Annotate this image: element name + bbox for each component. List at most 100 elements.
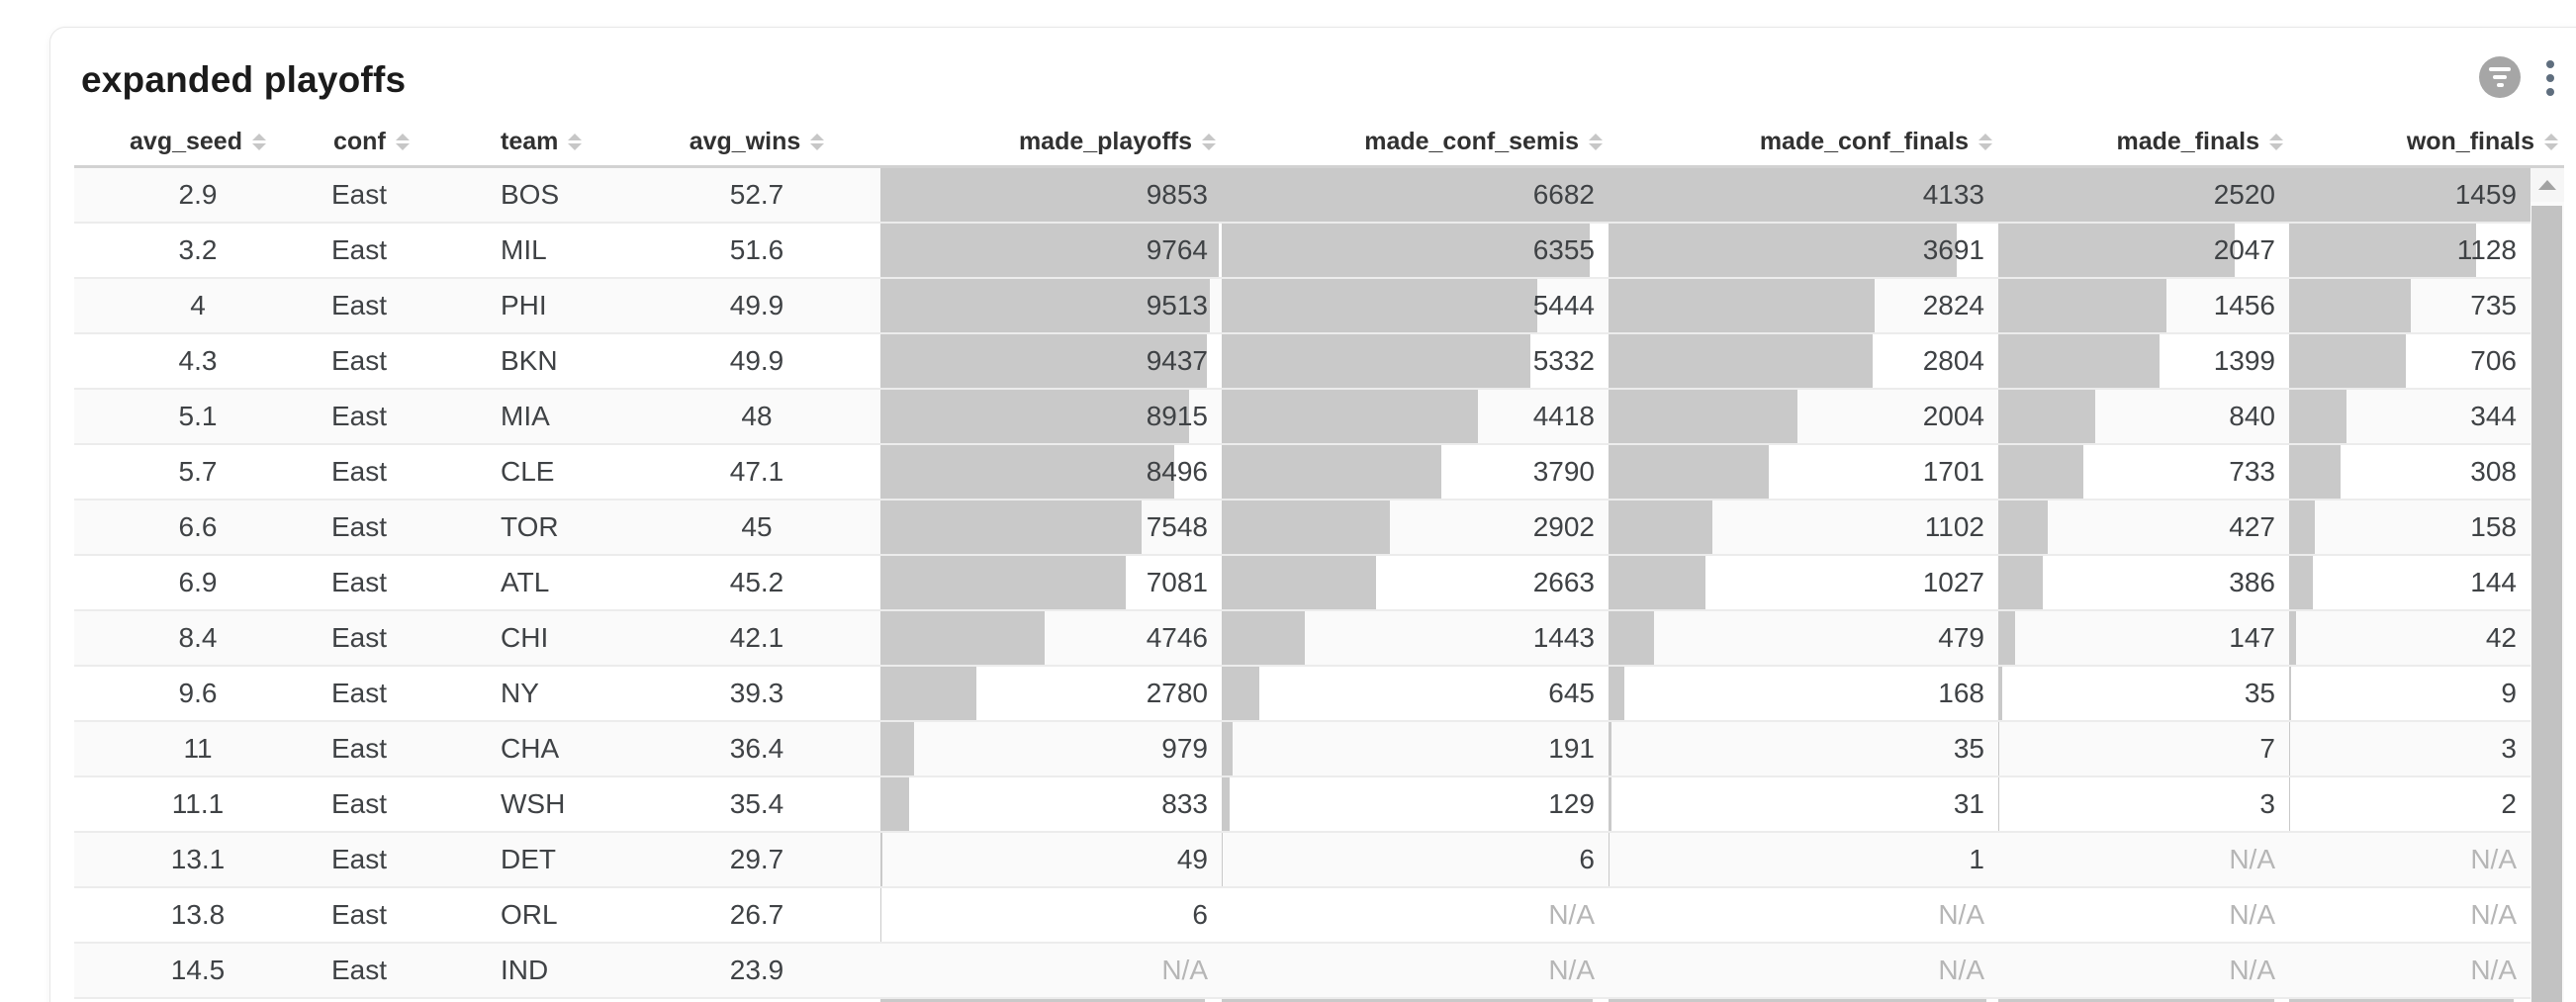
table-cell-made_conf_semis: 645 bbox=[1222, 667, 1609, 720]
column-header-label: made_conf_semis bbox=[1364, 128, 1579, 155]
kebab-dot-icon bbox=[2546, 88, 2554, 96]
cell-value: 49.9 bbox=[729, 290, 784, 320]
cell-value: 168 bbox=[1938, 678, 1984, 708]
vertical-scrollbar bbox=[2530, 168, 2564, 1002]
cell-value: 5444 bbox=[1532, 290, 1595, 320]
table-cell-made_conf_semis: 2902 bbox=[1222, 501, 1609, 554]
table-cell-made_finals: 2047 bbox=[1998, 224, 2289, 277]
cell-value: BOS bbox=[501, 179, 560, 210]
data-bar bbox=[880, 722, 915, 775]
column-header-made_conf_finals[interactable]: made_conf_finals bbox=[1609, 119, 1998, 165]
table-header-row: avg_seed conf team avg_wins made_playoffs mad… bbox=[74, 119, 2564, 168]
column-header-avg_seed[interactable]: avg_seed bbox=[74, 119, 322, 165]
table-cell-made_playoffs: 7081 bbox=[880, 556, 1222, 609]
table-cell-made_finals: 2520 bbox=[1998, 168, 2289, 222]
filter-button[interactable] bbox=[2479, 56, 2521, 98]
table-cell-made_conf_finals: 1102 bbox=[1609, 501, 1998, 554]
column-header-made_finals[interactable]: made_finals bbox=[1998, 119, 2289, 165]
column-header-team[interactable]: team bbox=[485, 119, 633, 165]
table-cell-team: CLE bbox=[485, 445, 633, 499]
data-bar bbox=[880, 445, 1175, 499]
table-cell-team: ORL bbox=[485, 888, 633, 942]
table-cell-team: WSH bbox=[485, 777, 633, 831]
table-cell-made_finals: 147 bbox=[1998, 611, 2289, 665]
cell-value: CHA bbox=[501, 733, 560, 764]
cell-value: 7 bbox=[2259, 733, 2275, 764]
table-cell-made_finals: 840 bbox=[1998, 390, 2289, 443]
cell-value: 49.9 bbox=[729, 345, 784, 376]
column-header-won_finals[interactable]: won_finals bbox=[2289, 119, 2564, 165]
table-cell-made_conf_finals: 2804 bbox=[1609, 334, 1998, 388]
table-cell-avg_wins: 49.9 bbox=[633, 279, 880, 332]
cell-value: BKN bbox=[501, 345, 558, 376]
column-header-label: avg_seed bbox=[130, 128, 242, 155]
table-cell-made_conf_semis: 6355 bbox=[1222, 224, 1609, 277]
more-options-button[interactable] bbox=[2538, 56, 2562, 100]
table-cell-made_playoffs: 6 bbox=[880, 888, 1222, 942]
cell-value: N/A bbox=[2470, 844, 2517, 874]
scrollbar-thumb[interactable] bbox=[2531, 206, 2562, 1002]
sort-icon bbox=[1978, 134, 1992, 150]
column-header-conf[interactable]: conf bbox=[322, 119, 485, 165]
cell-value: WSH bbox=[501, 788, 566, 819]
data-bar bbox=[1222, 611, 1306, 665]
table-cell-conf: East bbox=[322, 777, 485, 831]
data-bar bbox=[2289, 390, 2346, 443]
table-cell-made_conf_semis: 3790 bbox=[1222, 445, 1609, 499]
cell-value: 733 bbox=[2229, 456, 2275, 487]
data-bar bbox=[1998, 168, 2289, 222]
table-cell-made_playoffs: 8915 bbox=[880, 390, 1222, 443]
table-cell-conf: East bbox=[322, 168, 485, 222]
cell-value: East bbox=[331, 234, 388, 265]
table-row: 4 East PHI 49.9 9513 5444 2824 1456 735 bbox=[74, 279, 2530, 334]
data-bar bbox=[1609, 667, 1624, 720]
table-cell-conf: East bbox=[322, 445, 485, 499]
column-header-made_playoffs[interactable]: made_playoffs bbox=[880, 119, 1222, 165]
table-cell-team: DET bbox=[485, 833, 633, 886]
data-bar bbox=[2289, 334, 2407, 388]
data-bar bbox=[1609, 777, 1611, 831]
data-bar bbox=[880, 279, 1211, 332]
column-header-label: team bbox=[501, 128, 559, 155]
cell-value: 5332 bbox=[1532, 345, 1595, 376]
data-bar bbox=[2289, 168, 2530, 222]
column-header-avg_wins[interactable]: avg_wins bbox=[633, 119, 880, 165]
cell-value: N/A bbox=[1938, 899, 1984, 930]
table-cell-conf: East bbox=[322, 611, 485, 665]
table-cell-made_finals bbox=[1998, 999, 2289, 1002]
table-cell-avg_wins: 48 bbox=[633, 390, 880, 443]
scrollbar-up-button[interactable] bbox=[2530, 168, 2564, 202]
data-bar bbox=[880, 777, 910, 831]
cell-value: 2520 bbox=[2213, 179, 2275, 210]
table-row-partial bbox=[74, 999, 2530, 1002]
cell-value: 129 bbox=[1548, 788, 1595, 819]
data-bar bbox=[1998, 501, 2048, 554]
cell-value: DET bbox=[501, 844, 556, 874]
table-cell-conf: East bbox=[322, 833, 485, 886]
cell-value: TOR bbox=[501, 511, 559, 542]
cell-value: 147 bbox=[2229, 622, 2275, 653]
column-header-made_conf_semis[interactable]: made_conf_semis bbox=[1222, 119, 1609, 165]
sort-icon bbox=[251, 134, 266, 150]
table-cell-team: CHA bbox=[485, 722, 633, 775]
table-row: 13.8 East ORL 26.7 6 N/A N/A N/A N/A bbox=[74, 888, 2530, 944]
cell-value: 1459 bbox=[2454, 179, 2517, 210]
cell-value: East bbox=[331, 899, 388, 930]
data-bar bbox=[880, 667, 977, 720]
up-arrow-icon bbox=[2538, 180, 2556, 190]
table-cell-made_conf_finals: 1 bbox=[1609, 833, 1998, 886]
table-cell-made_playoffs: N/A bbox=[880, 944, 1222, 997]
cell-value: East bbox=[331, 456, 388, 487]
table-cell-won_finals: N/A bbox=[2289, 888, 2530, 942]
cell-value: N/A bbox=[2229, 844, 2275, 874]
table-cell-won_finals: 158 bbox=[2289, 501, 2530, 554]
table-cell-avg_wins: 47.1 bbox=[633, 445, 880, 499]
cell-value: East bbox=[331, 401, 388, 431]
cell-value: ORL bbox=[501, 899, 558, 930]
data-bar bbox=[2289, 279, 2411, 332]
data-bar bbox=[1609, 168, 1998, 222]
filter-funnel-icon bbox=[2496, 83, 2504, 87]
cell-value: 479 bbox=[1938, 622, 1984, 653]
table-cell-made_conf_finals: 35 bbox=[1609, 722, 1998, 775]
cell-value: 39.3 bbox=[729, 678, 784, 708]
